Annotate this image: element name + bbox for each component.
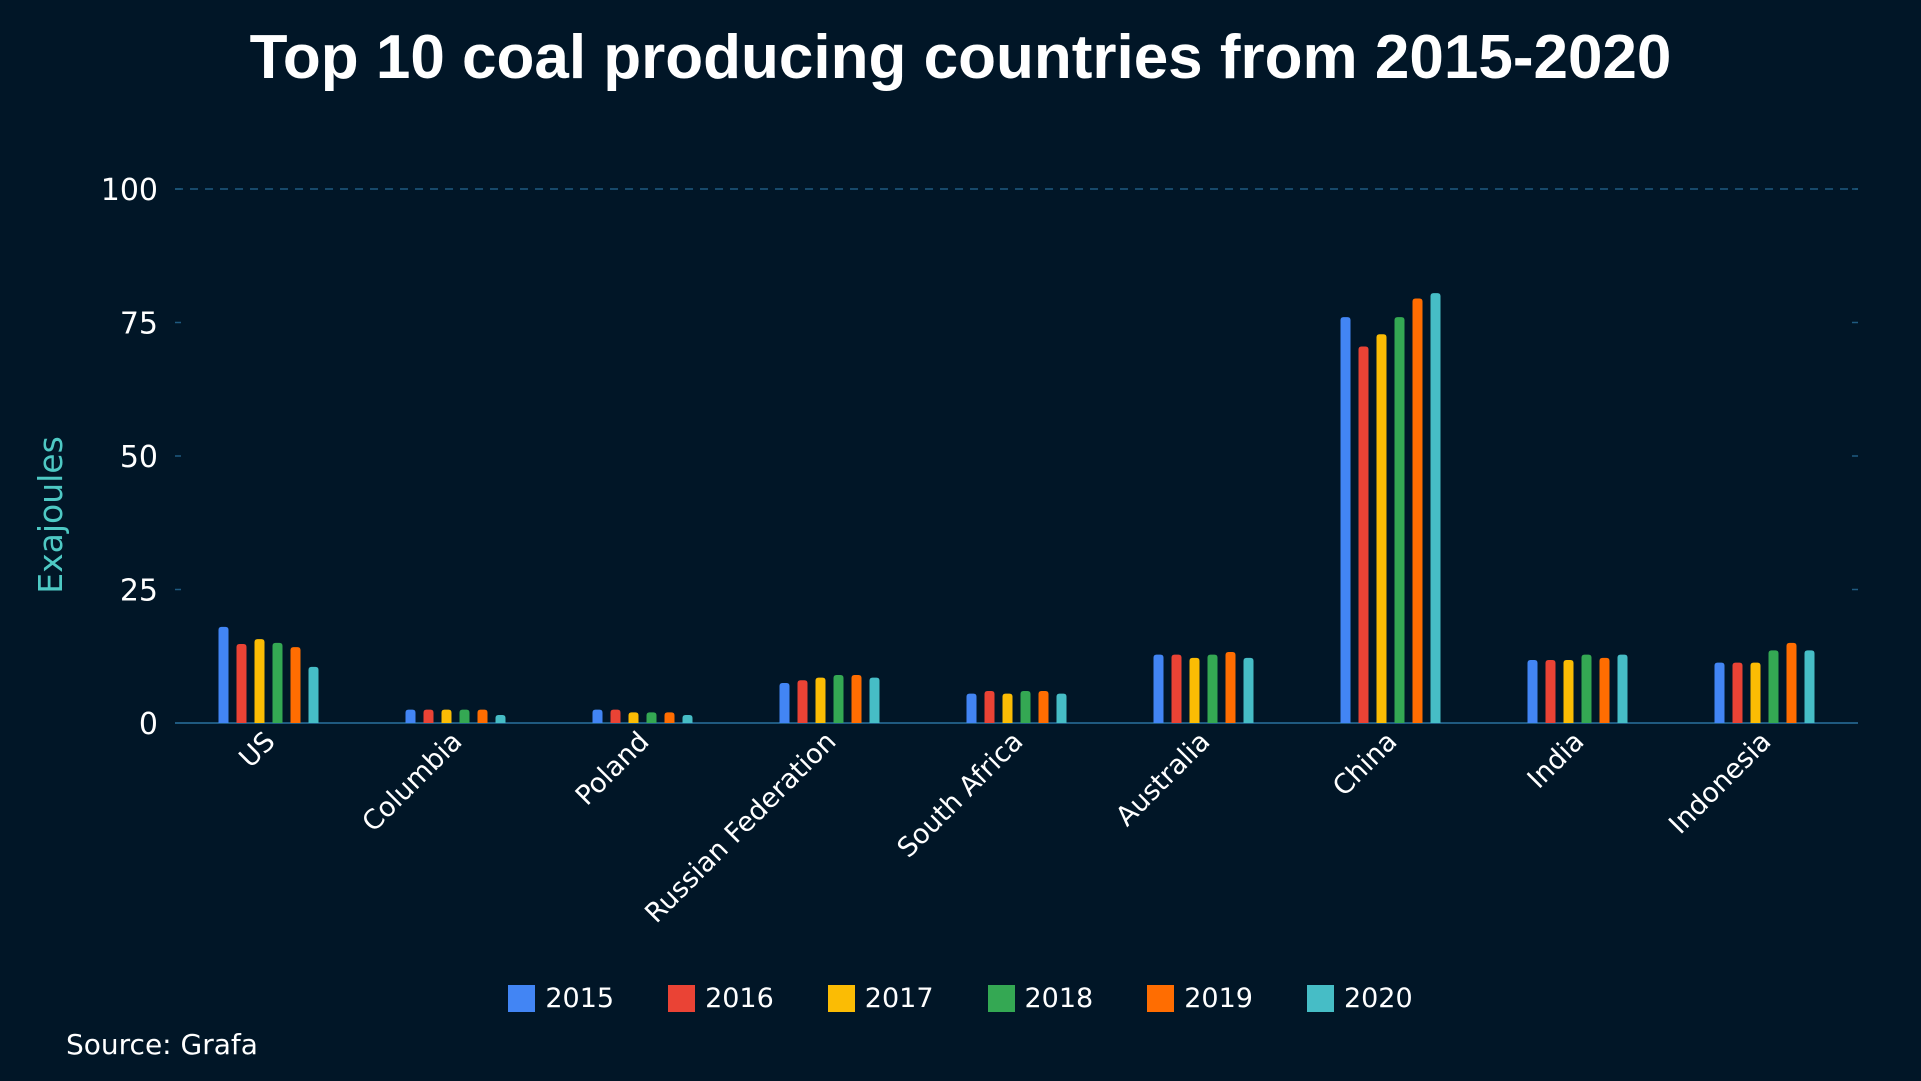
bar-2016-columbia xyxy=(423,709,434,723)
bar-2015-china xyxy=(1340,317,1351,723)
bar-2016-china xyxy=(1358,346,1369,723)
bar-2019-us xyxy=(290,647,301,723)
y-axis-label: Exajoules xyxy=(31,436,70,594)
bar-2018-poland xyxy=(646,712,657,723)
legend-item-2019: 2019 xyxy=(1147,983,1253,1014)
bar-2019-russian-federation xyxy=(851,674,862,723)
y-tick-label: 0 xyxy=(139,707,158,742)
y-tick-label: 75 xyxy=(120,307,158,342)
y-tick-label: 50 xyxy=(120,440,158,475)
bar-2019-poland xyxy=(664,712,675,723)
bar-2016-australia xyxy=(1171,654,1182,723)
bar-2017-china xyxy=(1376,334,1387,723)
bar-2018-us xyxy=(272,642,283,723)
bar-2020-indonesia xyxy=(1804,650,1815,723)
bar-2016-indonesia xyxy=(1732,662,1743,723)
y-tick-label: 100 xyxy=(101,173,158,208)
bar-2017-south-africa xyxy=(1002,693,1013,723)
y-tick-label: 25 xyxy=(120,574,158,609)
legend-item-2020: 2020 xyxy=(1306,983,1413,1014)
legend-swatch xyxy=(508,985,536,1012)
bar-2015-australia xyxy=(1153,654,1164,723)
bar-2020-columbia xyxy=(495,714,506,723)
bar-2018-south-africa xyxy=(1020,690,1031,723)
bar-2015-india xyxy=(1527,659,1538,723)
legend-item-2016: 2016 xyxy=(668,983,774,1014)
legend-item-2015: 2015 xyxy=(508,983,614,1014)
bar-2017-columbia xyxy=(441,709,452,723)
bar-2017-russian-federation xyxy=(815,677,826,723)
legend-swatch xyxy=(827,985,855,1012)
x-tick-label: China xyxy=(1327,726,1403,802)
legend-swatch xyxy=(1306,985,1334,1012)
legend-label: 2015 xyxy=(545,983,615,1014)
x-tick-label: US xyxy=(233,726,281,774)
legend-item-2017: 2017 xyxy=(827,983,934,1014)
bar-2019-south-africa xyxy=(1038,690,1049,723)
bar-2020-china xyxy=(1430,293,1441,723)
legend-swatch xyxy=(668,985,696,1012)
bar-2019-indonesia xyxy=(1786,642,1797,723)
legend-item-2018: 2018 xyxy=(987,983,1094,1014)
x-tick-label: Poland xyxy=(570,726,656,812)
bar-2015-indonesia xyxy=(1714,662,1725,723)
bar-2017-india xyxy=(1563,659,1574,723)
bar-2015-us xyxy=(218,626,229,723)
legend: 2015 2016 2017 2018 2019 2020 xyxy=(0,983,1921,1014)
bar-2019-china xyxy=(1412,298,1423,723)
legend-swatch xyxy=(1147,985,1175,1012)
legend-label: 2020 xyxy=(1343,983,1413,1014)
bar-2017-australia xyxy=(1189,657,1200,723)
x-tick-label: India xyxy=(1522,726,1591,795)
bar-2018-china xyxy=(1394,317,1405,723)
legend-label: 2019 xyxy=(1184,983,1253,1014)
bar-2020-us xyxy=(308,666,319,723)
bar-2018-indonesia xyxy=(1768,650,1779,723)
source-note: Source: Grafa xyxy=(66,1028,258,1061)
chart-title: Top 10 coal producing countries from 201… xyxy=(249,23,1672,92)
bar-2018-india xyxy=(1581,654,1592,723)
bar-2015-columbia xyxy=(405,709,416,723)
x-tick-label: Columbia xyxy=(356,726,468,838)
bar-2016-russian-federation xyxy=(797,680,808,723)
bar-2016-india xyxy=(1545,659,1556,723)
bar-2019-india xyxy=(1599,657,1610,723)
bar-2017-us xyxy=(254,639,265,723)
bar-2018-russian-federation xyxy=(833,674,844,723)
bar-2020-russian-federation xyxy=(869,677,880,723)
bar-2016-us xyxy=(236,643,247,723)
bar-2020-poland xyxy=(682,714,693,723)
x-tick-label: South Africa xyxy=(892,726,1030,864)
legend-label: 2017 xyxy=(864,983,934,1014)
bar-2015-south-africa xyxy=(966,693,977,723)
bar-2019-australia xyxy=(1225,651,1236,723)
bar-2015-russian-federation xyxy=(779,682,790,723)
bar-2016-south-africa xyxy=(984,690,995,723)
bar-2018-australia xyxy=(1207,654,1218,723)
bar-2020-south-africa xyxy=(1056,693,1067,723)
bar-2019-columbia xyxy=(477,709,488,723)
x-tick-label: Indonesia xyxy=(1663,726,1777,840)
bar-2015-poland xyxy=(592,709,603,723)
x-tick-label: Russian Federation xyxy=(639,726,842,929)
bar-2016-poland xyxy=(610,709,621,723)
bar-2020-india xyxy=(1617,654,1628,723)
bar-2017-indonesia xyxy=(1750,662,1761,723)
bar-2017-poland xyxy=(628,712,639,723)
legend-label: 2018 xyxy=(1024,983,1094,1014)
legend-label: 2016 xyxy=(705,983,774,1014)
legend-swatch xyxy=(987,985,1015,1012)
x-tick-label: Australia xyxy=(1110,726,1216,832)
bar-2020-australia xyxy=(1243,657,1254,723)
bar-2018-columbia xyxy=(459,709,470,723)
